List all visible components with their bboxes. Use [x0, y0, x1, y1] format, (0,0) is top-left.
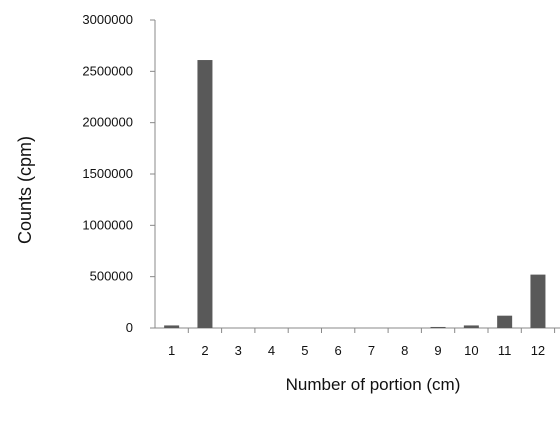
bar-1	[164, 325, 180, 328]
x-tick-label: 4	[268, 343, 275, 358]
x-tick-label: 10	[464, 343, 478, 358]
x-tick-label: 5	[301, 343, 308, 358]
x-tick-label: 11	[498, 343, 512, 358]
bar-9	[430, 326, 446, 328]
x-axis: 1 2 3 4 5 6 7 8 9 10 11 12	[155, 327, 560, 358]
bar-10	[463, 325, 479, 328]
y-axis-label: Counts (cpm)	[15, 136, 35, 244]
y-tick-label: 0	[126, 320, 133, 335]
y-tick-label: 500000	[90, 269, 133, 284]
x-tick-label: 8	[401, 343, 408, 358]
y-tick-label: 1500000	[82, 166, 133, 181]
bars	[164, 60, 546, 328]
x-tick-label: 6	[335, 343, 342, 358]
y-tick-label: 2000000	[82, 115, 133, 130]
y-tick-label: 1000000	[82, 217, 133, 232]
x-axis-label: Number of portion (cm)	[286, 375, 461, 394]
x-tick-label: 3	[235, 343, 242, 358]
y-tick-label: 3000000	[82, 12, 133, 27]
x-tick-label: 7	[368, 343, 375, 358]
bar-12	[530, 274, 546, 328]
x-tick-label: 9	[434, 343, 441, 358]
bar-11	[497, 315, 513, 328]
x-tick-label: 1	[168, 343, 175, 358]
bar-2	[197, 60, 213, 328]
x-tick-label: 12	[531, 343, 545, 358]
y-tick-label: 2500000	[82, 63, 133, 78]
x-tick-label: 2	[201, 343, 208, 358]
y-axis: 0 500000 1000000 1500000 2000000 2500000 30000…	[82, 12, 156, 335]
